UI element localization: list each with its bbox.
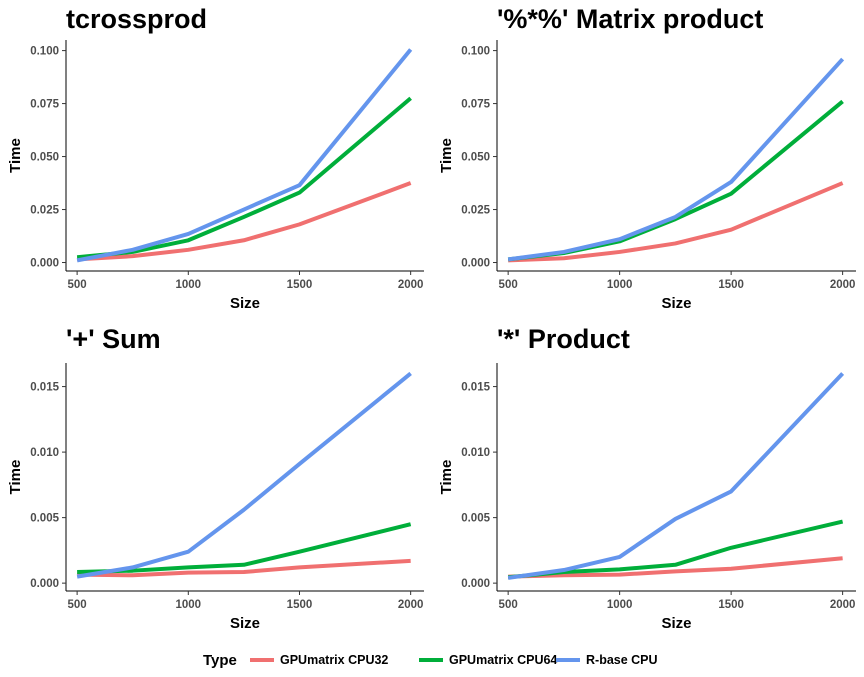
x-tick-label: 500: [499, 599, 518, 611]
panel-product: '*' Product 0.000 0.005 0.010 0.015 500 1000 15…: [438, 324, 856, 632]
y-axis-label: Time: [438, 138, 455, 173]
y-tick-label: 0.025: [30, 205, 59, 217]
x-tick-label: 1000: [607, 599, 633, 611]
x-tick-label: 2000: [830, 599, 856, 611]
y-tick-label: 0.025: [461, 205, 490, 217]
x-tick-label: 1000: [176, 599, 202, 611]
x-tick-label: 2000: [398, 279, 424, 291]
legend-title: Type: [203, 652, 237, 669]
legend-label-rbase: R-base CPU: [586, 653, 658, 667]
panel-tcrossprod: tcrossprod 0.000 0.025 0.050 0.075 0.100 500 10…: [7, 4, 424, 312]
y-tick-label: 0.075: [30, 99, 59, 111]
y-axis-label: Time: [7, 460, 24, 495]
x-axis-label: Size: [230, 615, 260, 632]
y-tick-label: 0.000: [30, 578, 59, 590]
series-line-rbase: [76, 48, 413, 263]
x-tick-label: 1500: [718, 599, 744, 611]
y-tick-label: 0.000: [461, 258, 490, 270]
y-tick-label: 0.010: [461, 447, 490, 459]
x-tick-label: 1500: [718, 279, 744, 291]
x-tick-label: 1000: [607, 279, 633, 291]
x-tick-label: 2000: [398, 599, 424, 611]
panel-matrix-product: '%*%' Matrix product 0.000 0.025 0.050 0.075…: [438, 4, 856, 312]
panel-title-matrix-product: '%*%' Matrix product: [497, 4, 763, 34]
x-tick-label: 500: [499, 279, 518, 291]
series-line-cpu64: [76, 96, 412, 260]
series-line-rbase: [76, 371, 412, 579]
y-tick-label: 0.050: [30, 152, 59, 164]
y-tick-label: 0.050: [461, 152, 490, 164]
legend: Type GPUmatrix CPU32 GPUmatrix CPU64 R-b…: [203, 652, 658, 669]
y-tick-label: 0.005: [461, 513, 490, 525]
series-line-cpu32: [508, 556, 843, 579]
y-tick-label: 0.075: [461, 99, 490, 111]
y-tick-label: 0.000: [30, 258, 59, 270]
y-tick-label: 0.005: [30, 513, 59, 525]
x-axis-label: Size: [661, 295, 691, 312]
y-tick-label: 0.100: [461, 46, 490, 58]
x-axis-label: Size: [661, 615, 691, 632]
legend-label-cpu64: GPUmatrix CPU64: [449, 653, 557, 667]
series-line-cpu32: [508, 181, 844, 263]
x-tick-label: 2000: [830, 279, 856, 291]
series-line-rbase: [507, 57, 845, 262]
series-line-cpu32: [77, 181, 412, 262]
y-tick-label: 0.010: [30, 447, 59, 459]
y-tick-label: 0.015: [461, 382, 490, 394]
series-line-cpu32: [77, 558, 411, 578]
series-line-cpu64: [507, 99, 844, 262]
y-tick-label: 0.000: [461, 578, 490, 590]
x-axis-label: Size: [230, 295, 260, 312]
y-tick-label: 0.015: [30, 382, 59, 394]
x-tick-label: 1500: [287, 599, 313, 611]
series-line-rbase: [507, 372, 845, 580]
panel-sum: '+' Sum 0.000 0.005 0.010 0.015 500 1000 1500 20…: [7, 324, 424, 632]
x-tick-label: 500: [68, 279, 87, 291]
y-axis-label: Time: [438, 460, 455, 495]
y-tick-label: 0.100: [30, 46, 59, 58]
panel-title-sum: '+' Sum: [66, 324, 161, 354]
y-axis-label: Time: [7, 138, 24, 173]
x-tick-label: 500: [68, 599, 87, 611]
legend-label-cpu32: GPUmatrix CPU32: [280, 653, 388, 667]
panel-title-tcrossprod: tcrossprod: [66, 4, 207, 34]
x-tick-label: 1000: [176, 279, 202, 291]
panel-title-product: '*' Product: [497, 324, 630, 354]
x-tick-label: 1500: [287, 279, 313, 291]
